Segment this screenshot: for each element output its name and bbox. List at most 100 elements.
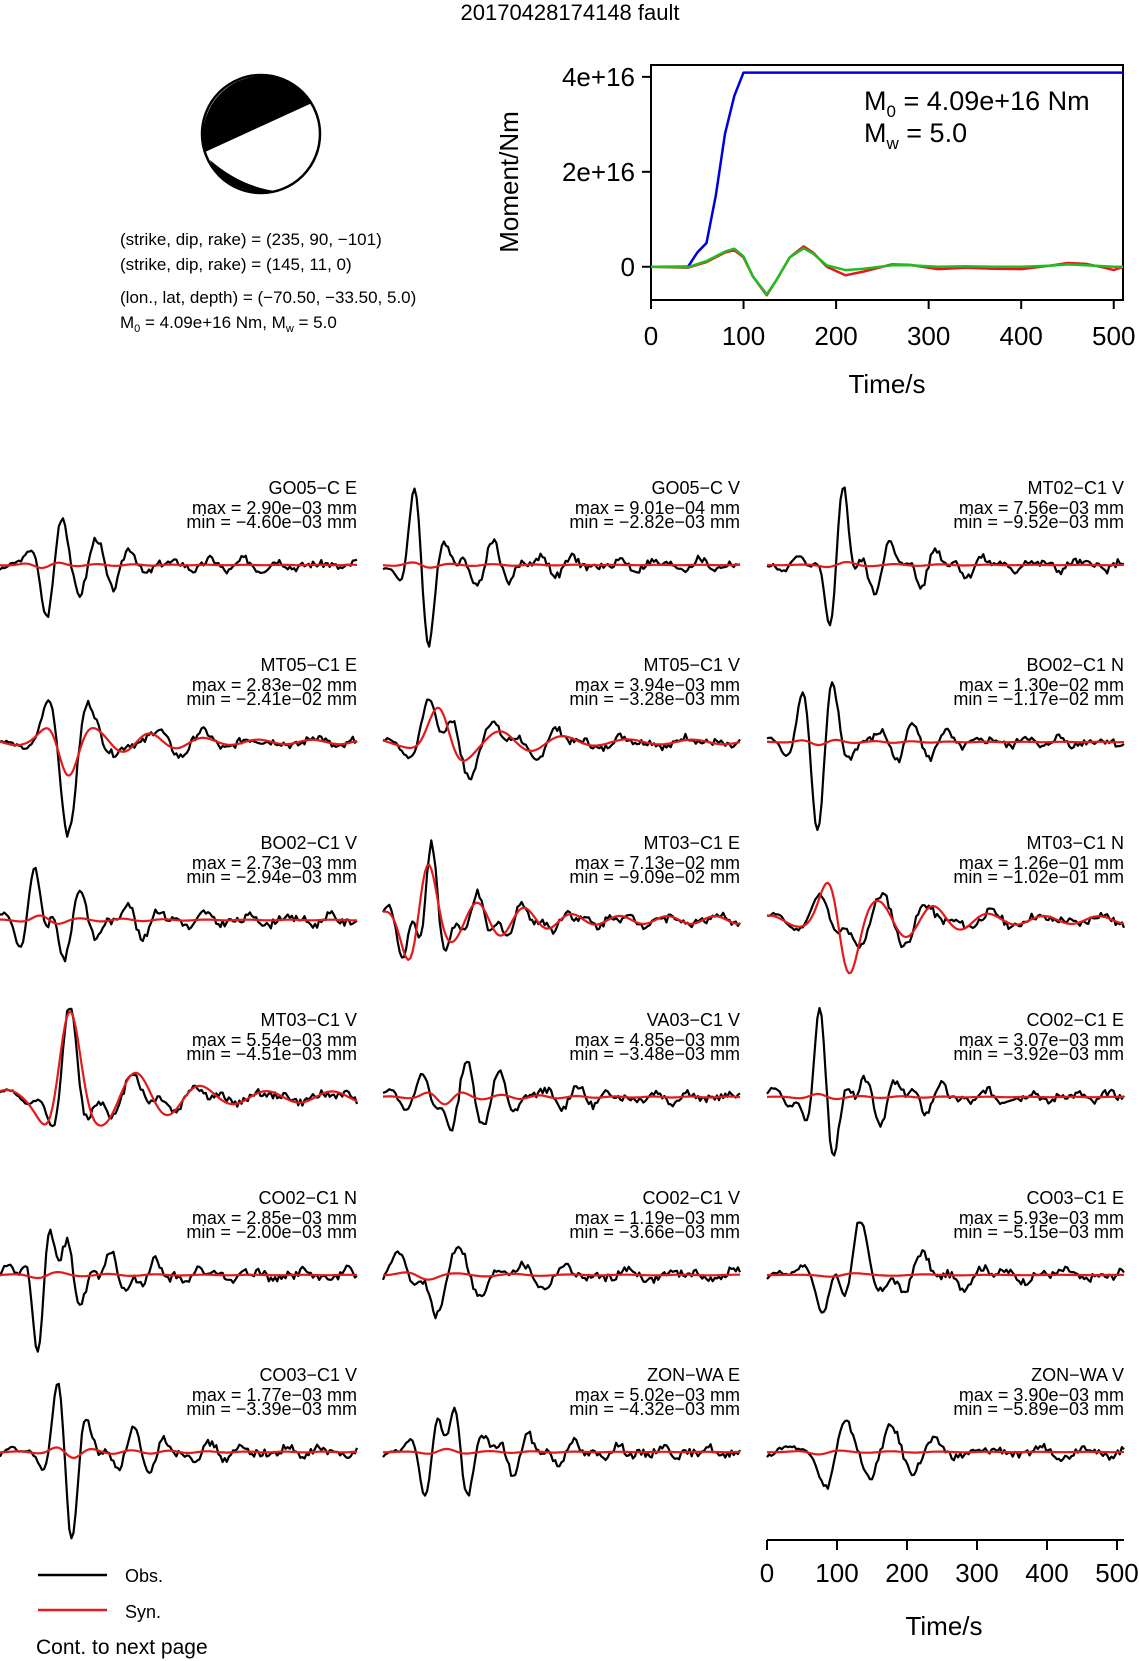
- observed-waveform: [382, 487, 741, 648]
- synthetic-waveform: [766, 1092, 1125, 1101]
- observed-waveform: [382, 1406, 741, 1497]
- trace-min-label: min = −2.82e−03 mm: [569, 512, 740, 532]
- stf-x-tick-label: 400: [1000, 321, 1043, 351]
- synthetic-waveform: [0, 561, 357, 570]
- trace-max-label: max = 1.19e−03 mm: [575, 1208, 740, 1228]
- trace-max-label: max = 7.56e−03 mm: [959, 498, 1124, 518]
- synthetic-waveform: [767, 1449, 1124, 1456]
- trace-station-label: CO02−C1 N: [258, 1188, 357, 1208]
- stf-y-axis-label: Moment/Nm: [494, 111, 524, 253]
- time-axis-tick-label: 400: [1025, 1558, 1068, 1588]
- trace-station-label: BO02−C1 N: [1026, 655, 1124, 675]
- synthetic-waveform: [0, 1010, 358, 1127]
- trace-station-label: CO02−C1 V: [642, 1188, 740, 1208]
- trace-min-label: min = −4.51e−03 mm: [186, 1044, 357, 1064]
- trace-max-label: max = 5.54e−03 mm: [192, 1030, 357, 1050]
- trace-max-label: max = 2.90e−03 mm: [192, 498, 357, 518]
- trace-station-label: GO05−C V: [651, 478, 740, 498]
- trace-min-label: min = −1.02e−01 mm: [953, 867, 1124, 887]
- trace-max-label: max = 3.07e−03 mm: [959, 1030, 1124, 1050]
- trace-min-label: min = −3.92e−03 mm: [953, 1044, 1124, 1064]
- synthetic-waveform: [766, 738, 1124, 747]
- trace-max-label: max = 1.26e−01 mm: [959, 853, 1124, 873]
- trace-min-label: min = −4.32e−03 mm: [569, 1399, 740, 1419]
- synthetic-waveform: [382, 706, 741, 762]
- nodal-plane-2: (strike, dip, rake) = (145, 11, 0): [120, 255, 352, 274]
- trace-max-label: max = 2.73e−03 mm: [192, 853, 357, 873]
- stf-x-tick-label: 300: [907, 321, 950, 351]
- trace-station-label: CO02−C1 E: [1026, 1010, 1124, 1030]
- trace-min-label: min = −2.94e−03 mm: [186, 867, 357, 887]
- legend: Obs. Syn. Cont. to next page: [36, 1566, 208, 1659]
- page-title: 20170428174148 fault: [461, 0, 680, 25]
- event-info: (strike, dip, rake) = (235, 90, −101) (s…: [120, 230, 416, 335]
- trace-max-label: max = 1.77e−03 mm: [192, 1385, 357, 1405]
- trace-max-label: max = 3.94e−03 mm: [575, 675, 740, 695]
- trace-min-label: min = −1.17e−02 mm: [953, 689, 1124, 709]
- synthetic-waveform: [382, 863, 740, 962]
- trace-station-label: BO02−C1 V: [260, 833, 357, 853]
- trace-station-label: VA03−C1 V: [647, 1010, 740, 1030]
- trace-station-label: MT02−C1 V: [1027, 478, 1124, 498]
- trace-station-label: MT03−C1 E: [643, 833, 740, 853]
- time-axis-tick-label: 0: [760, 1558, 774, 1588]
- trace-min-label: min = −3.66e−03 mm: [569, 1222, 740, 1242]
- event-moment: M0 = 4.09e+16 Nm, Mw = 5.0: [120, 313, 337, 335]
- observed-waveform: [0, 699, 358, 838]
- trace-max-label: max = 2.83e−02 mm: [192, 675, 357, 695]
- time-axis-tick-label: 500: [1095, 1558, 1138, 1588]
- time-axis-tick-label: 300: [955, 1558, 998, 1588]
- synthetic-waveform: [0, 1270, 358, 1280]
- synthetic-waveform: [382, 561, 740, 569]
- waveform-x-axis-label: Time/s: [905, 1611, 982, 1641]
- stf-y-tick-label: 2e+16: [562, 157, 635, 187]
- observed-waveform: [0, 1228, 358, 1353]
- observed-waveform: [382, 1060, 741, 1132]
- trace-station-label: MT05−C1 E: [260, 655, 357, 675]
- trace-min-label: min = −5.89e−03 mm: [953, 1399, 1124, 1419]
- stf-y-tick-label: 4e+16: [562, 62, 635, 92]
- stf-x-tick-label: 100: [722, 321, 765, 351]
- trace-station-label: ZON−WA E: [647, 1365, 740, 1385]
- stf-x-tick-label: 200: [814, 321, 857, 351]
- stf-plot-frame: [650, 64, 1124, 301]
- synthetic-waveform: [767, 1272, 1125, 1278]
- stf-annotation-m0: M0 = 4.09e+16 Nm: [864, 86, 1090, 121]
- stf-plot: 0 100 200 300 400 500 0 2e+16 4e+16 M0 = 4.09e+1…: [494, 62, 1135, 399]
- observed-waveform: [766, 891, 1126, 949]
- synthetic-waveform: [0, 1446, 358, 1460]
- trace-min-label: min = −4.60e−03 mm: [186, 512, 357, 532]
- observed-waveform: [766, 681, 1125, 832]
- stf-series-moment: [651, 71, 1123, 269]
- trace-max-label: max = 9.01e−04 mm: [575, 498, 740, 518]
- synthetic-waveform: [0, 914, 357, 925]
- trace-min-label: min = −3.48e−03 mm: [569, 1044, 740, 1064]
- trace-min-label: min = −5.15e−03 mm: [953, 1222, 1124, 1242]
- synthetic-waveform: [382, 1091, 741, 1106]
- continuation-note: Cont. to next page: [36, 1636, 208, 1659]
- trace-max-label: max = 7.13e−02 mm: [575, 853, 740, 873]
- synthetic-waveform: [382, 1271, 740, 1281]
- stf-x-axis-label: Time/s: [848, 369, 925, 399]
- stf-annotation-mw: Mw = 5.0: [864, 118, 967, 153]
- trace-max-label: max = 1.30e−02 mm: [959, 675, 1124, 695]
- trace-station-label: GO05−C E: [268, 478, 357, 498]
- synthetic-waveform: [0, 726, 358, 777]
- synthetic-waveform: [766, 881, 1125, 975]
- trace-min-label: min = −2.00e−03 mm: [186, 1222, 357, 1242]
